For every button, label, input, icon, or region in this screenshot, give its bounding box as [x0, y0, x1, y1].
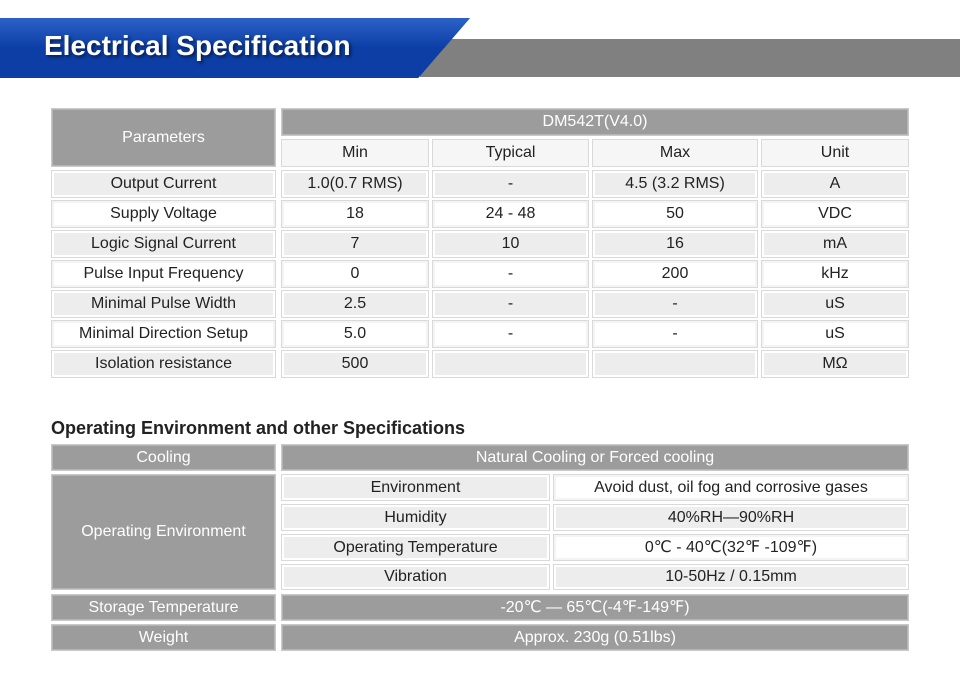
operating-environment-label: Operating Environment — [51, 474, 276, 590]
cell-typical: - — [432, 290, 589, 318]
row-label: Logic Signal Current — [51, 230, 276, 258]
column-header-unit: Unit — [761, 139, 909, 167]
env-row-label: Vibration — [281, 564, 550, 590]
storage-temperature-label: Storage Temperature — [51, 594, 276, 621]
row-label: Minimal Direction Setup — [51, 320, 276, 348]
banner-gray-bar — [420, 39, 960, 77]
cell-min: 7 — [281, 230, 429, 258]
header-banner: Electrical Specification — [0, 18, 960, 78]
cell-typical: 10 — [432, 230, 589, 258]
cell-min: 2.5 — [281, 290, 429, 318]
section-title: Operating Environment and other Specific… — [51, 418, 466, 438]
weight-value: Approx. 230g (0.51lbs) — [281, 624, 909, 651]
cell-typical: - — [432, 170, 589, 198]
cell-min: 5.0 — [281, 320, 429, 348]
env-row-label: Operating Temperature — [281, 534, 550, 561]
cell-max: 200 — [592, 260, 758, 288]
cell-typical: - — [432, 260, 589, 288]
cell-max — [592, 350, 758, 378]
column-header-typical: Typical — [432, 139, 589, 167]
row-label: Pulse Input Frequency — [51, 260, 276, 288]
cooling-value: Natural Cooling or Forced cooling — [281, 444, 909, 471]
cell-max: 50 — [592, 200, 758, 228]
env-row-label: Humidity — [281, 504, 550, 531]
env-row-label: Environment — [281, 474, 550, 501]
cell-unit: kHz — [761, 260, 909, 288]
column-header-max: Max — [592, 139, 758, 167]
weight-label: Weight — [51, 624, 276, 651]
cell-typical: - — [432, 320, 589, 348]
parameters-header: Parameters — [51, 108, 276, 167]
env-row-value: Avoid dust, oil fog and corrosive gases — [553, 474, 909, 501]
env-row-value: 40%RH—90%RH — [553, 504, 909, 531]
cell-max: - — [592, 320, 758, 348]
cell-min: 18 — [281, 200, 429, 228]
banner-blue-tab — [0, 18, 470, 78]
row-label: Minimal Pulse Width — [51, 290, 276, 318]
cell-unit: MΩ — [761, 350, 909, 378]
cell-min: 1.0(0.7 RMS) — [281, 170, 429, 198]
column-header-min: Min — [281, 139, 429, 167]
cell-unit: uS — [761, 320, 909, 348]
cell-typical: 24 - 48 — [432, 200, 589, 228]
cell-unit: VDC — [761, 200, 909, 228]
cell-typical — [432, 350, 589, 378]
cell-min: 0 — [281, 260, 429, 288]
storage-temperature-value: -20℃ — 65℃(-4℉-149℉) — [281, 594, 909, 621]
cell-unit: A — [761, 170, 909, 198]
row-label: Isolation resistance — [51, 350, 276, 378]
cell-unit: mA — [761, 230, 909, 258]
model-header: DM542T(V4.0) — [281, 108, 909, 136]
cell-max: - — [592, 290, 758, 318]
cell-max: 4.5 (3.2 RMS) — [592, 170, 758, 198]
row-label: Output Current — [51, 170, 276, 198]
row-label: Supply Voltage — [51, 200, 276, 228]
env-row-value: 10-50Hz / 0.15mm — [553, 564, 909, 590]
cell-unit: uS — [761, 290, 909, 318]
cooling-label: Cooling — [51, 444, 276, 471]
page-title: Electrical Specification — [44, 30, 351, 61]
cell-min: 500 — [281, 350, 429, 378]
env-row-value: 0℃ - 40℃(32℉ -109℉) — [553, 534, 909, 561]
cell-max: 16 — [592, 230, 758, 258]
